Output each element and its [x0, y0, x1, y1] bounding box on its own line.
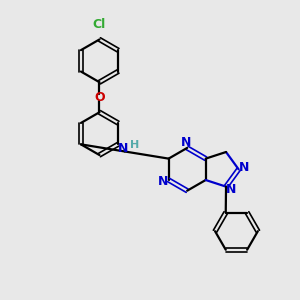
- Text: N: N: [181, 136, 191, 149]
- Text: O: O: [94, 91, 105, 104]
- Text: N: N: [239, 161, 249, 174]
- Text: N: N: [226, 182, 237, 196]
- Text: H: H: [130, 140, 139, 150]
- Text: N: N: [158, 175, 168, 188]
- Text: N: N: [118, 142, 128, 155]
- Text: Cl: Cl: [93, 18, 106, 31]
